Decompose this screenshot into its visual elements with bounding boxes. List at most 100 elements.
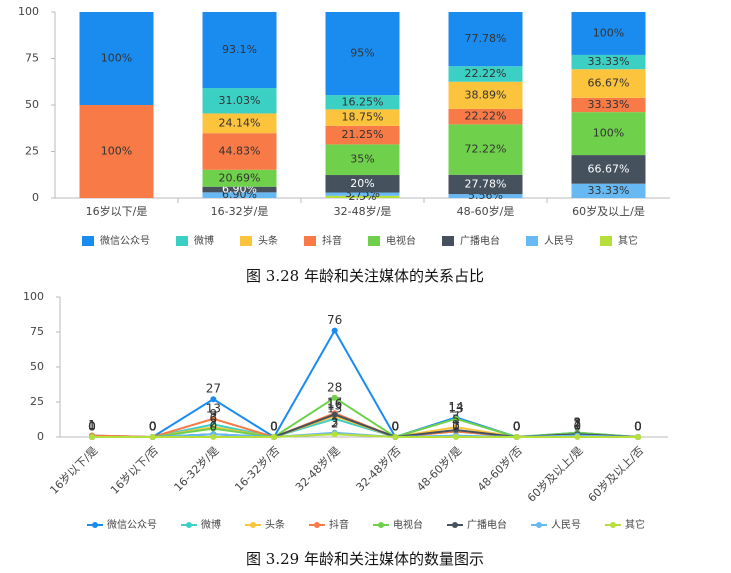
- x-tick-label: 16岁以下/否: [107, 443, 161, 497]
- legend-label: 其它: [618, 234, 638, 247]
- data-label: 0: [270, 420, 278, 434]
- point: [89, 434, 95, 440]
- data-label: 0: [149, 420, 157, 434]
- data-label: 0: [574, 420, 582, 434]
- data-label: 24.14%: [219, 116, 261, 129]
- data-label: 0: [270, 420, 278, 434]
- data-label: 0: [149, 420, 157, 434]
- legend-marker: [452, 522, 458, 528]
- bar-segment: [325, 95, 400, 110]
- bar-segment: [202, 186, 277, 193]
- data-label: 33.33%: [588, 98, 630, 111]
- data-label: 2: [331, 417, 339, 431]
- data-label: 95%: [350, 47, 374, 60]
- point: [453, 427, 459, 433]
- data-label: 0: [392, 420, 400, 434]
- data-label: 5: [452, 413, 460, 427]
- data-label: 0: [513, 420, 521, 434]
- y-tick-label: 100: [23, 290, 44, 303]
- bar-segment: [571, 183, 646, 198]
- data-label: 6: [210, 411, 218, 425]
- data-label: 27: [206, 382, 221, 396]
- data-label: 100%: [101, 52, 132, 65]
- data-label: 13: [327, 401, 342, 415]
- data-label: 0: [392, 420, 400, 434]
- bar-segment: [448, 174, 523, 195]
- data-label: 0: [634, 420, 642, 434]
- data-label: 0: [634, 420, 642, 434]
- bar-segment: [202, 88, 277, 114]
- data-label: 0: [513, 420, 521, 434]
- data-label: 31.03%: [219, 94, 261, 107]
- point: [513, 434, 520, 440]
- bar-segment: [325, 109, 400, 126]
- point: [331, 327, 338, 334]
- figure-caption: 图 3.29 年龄和关注媒体的数量图示: [246, 550, 484, 568]
- bar-segment: [571, 54, 646, 70]
- data-label: 1: [452, 418, 460, 432]
- x-tick-label: 48-60岁/否: [474, 443, 525, 494]
- point: [210, 425, 217, 432]
- data-label: 0: [513, 420, 521, 434]
- legend-label: 人民号: [551, 519, 581, 531]
- x-tick-label: 16-32岁/否: [232, 443, 283, 494]
- data-label: 93.1%: [222, 43, 257, 56]
- data-label: 13: [448, 401, 463, 415]
- data-label: 35%: [350, 153, 374, 166]
- data-label: 0: [270, 420, 278, 434]
- data-label: 0: [392, 420, 400, 434]
- legend-label: 微博: [201, 518, 221, 531]
- bar-segment: [325, 195, 400, 198]
- data-label: 13: [206, 401, 221, 415]
- legend-swatch: [176, 236, 188, 246]
- y-tick-label: 0: [37, 430, 44, 443]
- bar-segment: [571, 12, 646, 55]
- data-label: 16.25%: [342, 95, 384, 108]
- series-line: [92, 433, 638, 438]
- legend-label: 微信公众号: [100, 234, 150, 247]
- figure-caption: 图 3.28 年龄和关注媒体的关系占比: [246, 267, 484, 285]
- data-label: 0: [513, 420, 521, 434]
- data-label: 0: [634, 420, 642, 434]
- data-label: 0: [392, 420, 400, 434]
- bar-segment: [79, 12, 154, 105]
- x-tick-label: 60岁及以上/否: [585, 443, 646, 504]
- data-label: 21.25%: [342, 128, 384, 141]
- data-label: 1: [574, 418, 582, 432]
- bar-segment: [79, 105, 154, 198]
- legend-label: 微信公众号: [107, 518, 157, 531]
- data-label: 0: [270, 420, 278, 434]
- data-label: 0: [88, 420, 96, 434]
- point: [453, 415, 459, 422]
- point: [210, 415, 217, 422]
- legend-label: 头条: [258, 234, 278, 247]
- y-tick-label: 100: [18, 5, 39, 18]
- data-label: 0: [392, 420, 400, 434]
- data-label: 0: [88, 420, 96, 434]
- x-tick-label: 16-32岁/是: [171, 443, 222, 494]
- bar-segment: [325, 12, 400, 96]
- legend-label: 广播电台: [467, 518, 507, 531]
- point: [574, 434, 581, 440]
- data-label: 100%: [101, 145, 132, 158]
- data-label: 0: [634, 420, 642, 434]
- bar-segment: [448, 194, 523, 198]
- legend-label: 其它: [625, 518, 645, 531]
- data-label: 1: [574, 418, 582, 432]
- point: [331, 431, 338, 438]
- legend-label: 电视台: [386, 234, 416, 247]
- data-label: 2: [574, 417, 582, 431]
- bar-segment: [325, 125, 400, 145]
- bar-segment: [571, 112, 646, 156]
- data-label: 0: [88, 420, 96, 434]
- legend-swatch: [368, 236, 380, 246]
- data-label: 0: [88, 420, 96, 434]
- data-label: 0: [634, 420, 642, 434]
- bar-segment: [325, 144, 400, 176]
- legend-swatch: [82, 236, 94, 246]
- bar-segment: [448, 124, 523, 175]
- data-label: 2: [210, 417, 218, 431]
- data-label: 66.67%: [588, 77, 630, 90]
- point: [331, 411, 338, 418]
- data-label: 100%: [593, 127, 624, 140]
